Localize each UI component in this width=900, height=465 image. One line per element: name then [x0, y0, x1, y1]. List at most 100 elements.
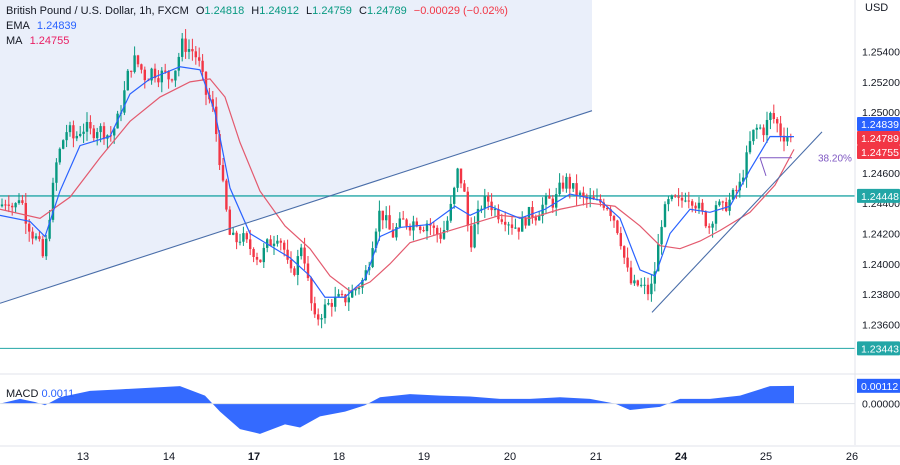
candle [704, 211, 707, 227]
candle [425, 223, 429, 232]
candle [680, 197, 684, 201]
candle [691, 201, 694, 206]
candle [45, 238, 48, 257]
candle [636, 280, 639, 286]
candle [249, 239, 252, 250]
candle [759, 127, 762, 129]
candle [385, 215, 388, 221]
candle [31, 231, 34, 239]
candle [772, 113, 775, 120]
candle [21, 200, 24, 203]
candle [446, 220, 449, 231]
candle [255, 256, 259, 260]
fib-leg [759, 157, 767, 177]
candle [721, 201, 724, 203]
time-axis[interactable]: 13 14 17 18 19 20 21 24 25 26 [0, 445, 900, 463]
candle [354, 289, 357, 291]
candle [616, 220, 619, 234]
ma-label[interactable]: MA [6, 35, 23, 47]
candle [330, 302, 333, 307]
x-tick-label: 18 [333, 451, 345, 463]
candle [684, 200, 687, 202]
candle [150, 68, 153, 81]
candle [609, 209, 612, 217]
symbol-title[interactable]: British Pound / U.S. Dollar, 1h, FXCM [6, 5, 189, 17]
fib-annotation: 38.20% [759, 154, 852, 177]
candle [619, 233, 622, 247]
trendlines [0, 110, 823, 313]
candle [79, 133, 82, 136]
candle [776, 119, 779, 124]
candle [164, 70, 167, 72]
candle [714, 205, 718, 224]
candle [456, 168, 459, 188]
candle [65, 132, 68, 141]
candle [344, 294, 347, 303]
candle [422, 230, 425, 232]
candle [198, 57, 201, 61]
badge-level-upper [857, 188, 900, 203]
x-tick-label: 20 [504, 451, 516, 463]
candle [708, 226, 711, 228]
candle [351, 290, 354, 298]
macd-legend: MACD 0.0011 [6, 388, 74, 400]
y-tick-label: 1.25000 [862, 107, 900, 119]
candle [191, 49, 194, 52]
ma-value: 1.24755 [29, 35, 70, 47]
candle [643, 284, 646, 286]
candle [782, 135, 786, 142]
candle [694, 205, 697, 209]
candle [555, 194, 558, 208]
badge-ma-text: 1.24755 [861, 147, 899, 159]
candle [476, 208, 480, 225]
candle [459, 168, 463, 184]
ema-label[interactable]: EMA [6, 20, 30, 32]
candle [687, 200, 690, 202]
candle [136, 55, 140, 65]
candle [167, 71, 170, 80]
candle [769, 113, 772, 120]
macd-zero-label: 0.00000 [862, 399, 900, 411]
candle [58, 148, 61, 163]
candle [674, 195, 677, 197]
change-value: −0.00029 (−0.02%) [413, 5, 508, 17]
candle [738, 181, 741, 191]
candle [293, 268, 296, 275]
y-tick-label: 1.25200 [862, 77, 900, 89]
badge-ema-text: 1.24839 [861, 119, 899, 131]
candle [252, 249, 255, 257]
fib-label: 38.20% [818, 154, 852, 165]
candle [398, 218, 401, 227]
candle [534, 217, 537, 221]
candle [276, 240, 279, 244]
trendline-1 [651, 131, 823, 313]
candle [238, 241, 242, 243]
candle [735, 189, 738, 191]
candle [201, 60, 204, 72]
candle [55, 162, 58, 183]
candle [225, 180, 228, 210]
macd-badge [857, 378, 900, 393]
candle [493, 209, 497, 211]
candle [194, 51, 197, 58]
candle [626, 257, 629, 268]
candle [68, 125, 72, 133]
candle [558, 182, 561, 195]
candle [306, 263, 310, 279]
candle [521, 218, 524, 232]
candle [28, 223, 31, 232]
candle [466, 191, 469, 226]
candle [742, 177, 745, 182]
candle [123, 90, 126, 113]
candle [204, 71, 208, 95]
macd-badge-text: 0.00112 [861, 381, 898, 393]
candle [140, 64, 143, 70]
macd-label[interactable]: MACD [6, 388, 39, 400]
candle [153, 68, 157, 79]
candle [551, 198, 554, 208]
price-axis[interactable]: USD1.254001.252001.250001.248001.246001.… [854, 0, 900, 445]
macd-histogram [0, 385, 794, 434]
candle [578, 192, 582, 196]
candle [606, 207, 609, 210]
